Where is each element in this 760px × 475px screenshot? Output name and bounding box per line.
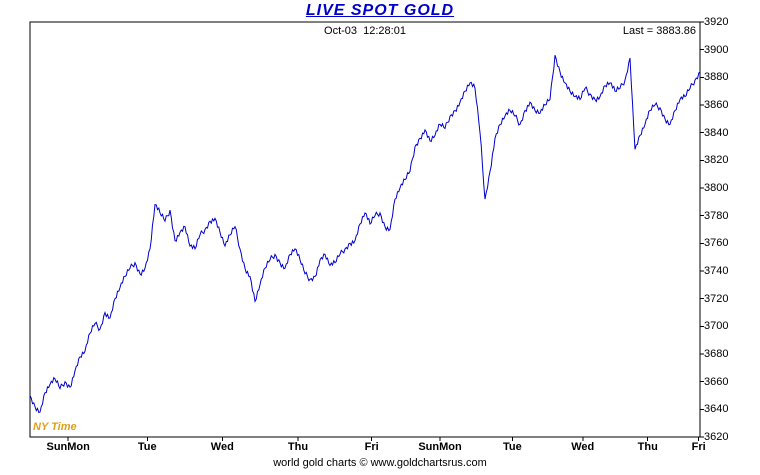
y-axis-label: 3880 [704, 71, 729, 84]
x-axis-label: Thu [287, 441, 309, 453]
x-axis-label: Wed [571, 441, 595, 453]
y-axis-label: 3680 [704, 348, 729, 360]
y-axis-label: 3700 [704, 320, 729, 333]
y-axis-label: 3760 [704, 237, 729, 250]
y-axis-label: 3620 [704, 431, 729, 443]
y-axis-label: 3920 [704, 16, 729, 28]
x-axis-label: Tue [137, 441, 157, 453]
gold-price-line [29, 55, 701, 414]
plot-frame [29, 21, 701, 438]
y-axis-label: 3780 [704, 209, 729, 222]
y-axis-label: 3660 [704, 375, 729, 388]
ny-time-label: NY Time [33, 421, 77, 433]
x-axis-label: Thu [637, 441, 658, 453]
x-axis-label: Tue [503, 441, 522, 453]
x-axis-label: SunMon [46, 441, 90, 453]
x-axis-label: Fri [364, 441, 379, 453]
y-axis-label: 3720 [704, 292, 729, 305]
y-axis-label: 3640 [704, 403, 729, 416]
footer-credit: world gold charts © www.goldchartsrus.co… [273, 457, 487, 469]
y-axis-label: 3820 [704, 154, 729, 167]
chart-timestamp: Oct-03 12:28:01 [324, 25, 406, 37]
x-axis-label: Wed [210, 441, 234, 453]
last-price-label: Last = 3883.86 [622, 25, 696, 37]
y-axis-label: 3900 [704, 43, 729, 56]
x-axis-label: SunMon [418, 441, 462, 453]
y-axis-label: 3840 [704, 126, 729, 139]
y-axis-label: 3860 [704, 99, 729, 111]
y-axis-label: 3800 [704, 182, 729, 194]
x-axis-label: Fri [691, 441, 706, 453]
y-axis-label: 3740 [704, 265, 729, 277]
chart-title: LIVE SPOT GOLD [305, 2, 455, 19]
